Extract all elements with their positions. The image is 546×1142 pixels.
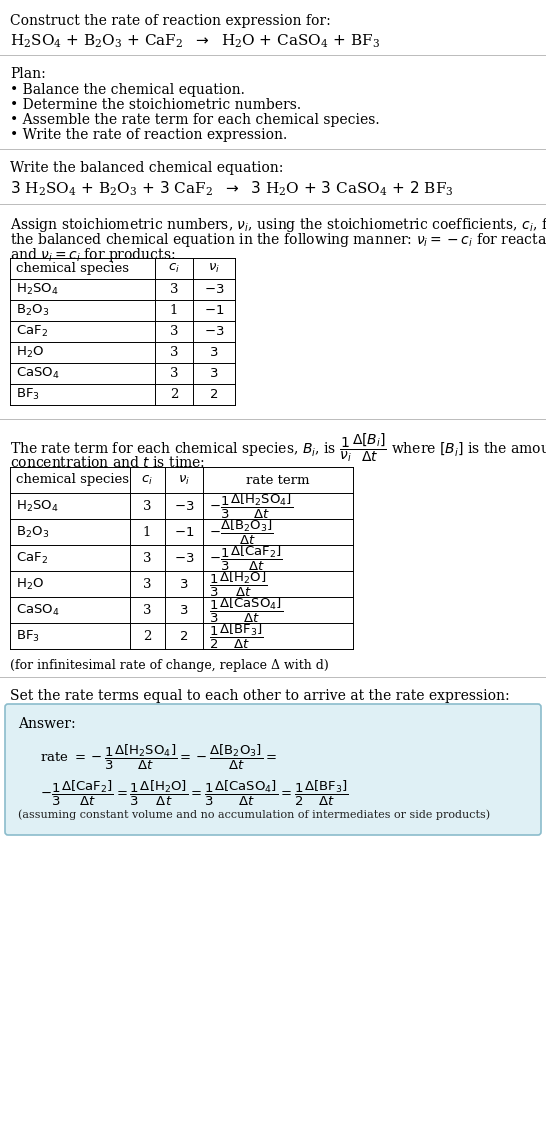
- Text: $-3$: $-3$: [204, 325, 224, 338]
- Text: • Assemble the rate term for each chemical species.: • Assemble the rate term for each chemic…: [10, 113, 379, 127]
- Text: (assuming constant volume and no accumulation of intermediates or side products): (assuming constant volume and no accumul…: [18, 809, 490, 820]
- Text: $-3$: $-3$: [204, 283, 224, 296]
- Text: 1: 1: [170, 304, 178, 317]
- Text: $\mathsf{CaSO_4}$: $\mathsf{CaSO_4}$: [16, 603, 60, 618]
- Text: $\mathsf{H_2O}$: $\mathsf{H_2O}$: [16, 345, 44, 360]
- Text: $-1$: $-1$: [174, 525, 194, 539]
- Text: chemical species: chemical species: [16, 262, 129, 275]
- Text: Answer:: Answer:: [18, 717, 76, 731]
- Text: $\dfrac{1}{3}\dfrac{\Delta[\mathsf{CaSO_4}]}{\Delta t}$: $\dfrac{1}{3}\dfrac{\Delta[\mathsf{CaSO_…: [209, 595, 283, 625]
- Text: $-1$: $-1$: [204, 304, 224, 317]
- Text: $\mathsf{CaSO_4}$: $\mathsf{CaSO_4}$: [16, 365, 60, 381]
- Text: Assign stoichiometric numbers, $\nu_i$, using the stoichiometric coefficients, $: Assign stoichiometric numbers, $\nu_i$, …: [10, 216, 546, 234]
- Text: 3: 3: [170, 367, 178, 380]
- Text: 3: 3: [143, 578, 151, 590]
- Text: $\mathsf{H_2SO_4}$: $\mathsf{H_2SO_4}$: [16, 282, 58, 297]
- Text: 3: 3: [170, 325, 178, 338]
- Text: $\mathsf{BF_3}$: $\mathsf{BF_3}$: [16, 387, 40, 402]
- Text: $\mathsf{B_2O_3}$: $\mathsf{B_2O_3}$: [16, 524, 49, 539]
- Text: rate $= -\dfrac{1}{3}\dfrac{\Delta[\mathsf{H_2SO_4}]}{\Delta t}= -\dfrac{\Delta[: rate $= -\dfrac{1}{3}\dfrac{\Delta[\math…: [40, 743, 277, 772]
- Text: concentration and $t$ is time:: concentration and $t$ is time:: [10, 455, 205, 471]
- Text: $\nu_i$: $\nu_i$: [208, 262, 220, 275]
- Text: $c_i$: $c_i$: [141, 474, 153, 486]
- Text: 2: 2: [170, 388, 178, 401]
- Text: $\mathsf{BF_3}$: $\mathsf{BF_3}$: [16, 628, 40, 644]
- Text: $\mathsf{CaF_2}$: $\mathsf{CaF_2}$: [16, 550, 48, 565]
- Text: $\nu_i$: $\nu_i$: [178, 474, 190, 486]
- Text: $\mathsf{H_2O}$: $\mathsf{H_2O}$: [16, 577, 44, 592]
- Text: 3: 3: [143, 603, 151, 617]
- Text: $3$: $3$: [179, 603, 189, 617]
- Text: $2$: $2$: [210, 388, 218, 401]
- Text: $-\dfrac{1}{3}\dfrac{\Delta[\mathsf{CaF_2}]}{\Delta t}$: $-\dfrac{1}{3}\dfrac{\Delta[\mathsf{CaF_…: [209, 544, 283, 572]
- Text: $\mathsf{CaF_2}$: $\mathsf{CaF_2}$: [16, 324, 48, 339]
- Text: Set the rate terms equal to each other to arrive at the rate expression:: Set the rate terms equal to each other t…: [10, 689, 509, 703]
- Text: rate term: rate term: [246, 474, 310, 486]
- Text: 3: 3: [143, 552, 151, 564]
- Text: $3\ \mathregular{H_2SO_4}$ $+\ \mathregular{B_2O_3}$ $+\ 3\ \mathregular{CaF_2}$: $3\ \mathregular{H_2SO_4}$ $+\ \mathregu…: [10, 180, 454, 199]
- Text: chemical species: chemical species: [16, 474, 129, 486]
- Text: $2$: $2$: [180, 629, 188, 643]
- Text: • Write the rate of reaction expression.: • Write the rate of reaction expression.: [10, 128, 287, 142]
- Text: 2: 2: [143, 629, 151, 643]
- Text: $-\dfrac{\Delta[\mathsf{B_2O_3}]}{\Delta t}$: $-\dfrac{\Delta[\mathsf{B_2O_3}]}{\Delta…: [209, 517, 274, 547]
- Text: $-\dfrac{1}{3}\dfrac{\Delta[\mathsf{H_2SO_4}]}{\Delta t}$: $-\dfrac{1}{3}\dfrac{\Delta[\mathsf{H_2S…: [209, 491, 293, 521]
- Text: 1: 1: [143, 525, 151, 539]
- Text: Write the balanced chemical equation:: Write the balanced chemical equation:: [10, 161, 283, 175]
- FancyBboxPatch shape: [5, 703, 541, 835]
- Text: • Balance the chemical equation.: • Balance the chemical equation.: [10, 83, 245, 97]
- Text: The rate term for each chemical species, $B_i$, is $\dfrac{1}{\nu_i}\dfrac{\Delt: The rate term for each chemical species,…: [10, 431, 546, 464]
- Text: $-\dfrac{1}{3}\dfrac{\Delta[\mathsf{CaF_2}]}{\Delta t}= \dfrac{1}{3}\dfrac{\Delt: $-\dfrac{1}{3}\dfrac{\Delta[\mathsf{CaF_…: [40, 779, 348, 809]
- Text: and $\nu_i = c_i$ for products:: and $\nu_i = c_i$ for products:: [10, 246, 175, 264]
- Text: $\dfrac{1}{2}\dfrac{\Delta[\mathsf{BF_3}]}{\Delta t}$: $\dfrac{1}{2}\dfrac{\Delta[\mathsf{BF_3}…: [209, 621, 264, 651]
- Text: Construct the rate of reaction expression for:: Construct the rate of reaction expressio…: [10, 14, 331, 29]
- Text: $c_i$: $c_i$: [168, 262, 180, 275]
- Text: (for infinitesimal rate of change, replace Δ with d): (for infinitesimal rate of change, repla…: [10, 659, 329, 671]
- Text: $\mathregular{H_2SO_4}$ $+$ $\mathregular{B_2O_3}$ $+$ $\mathregular{CaF_2}$  $\: $\mathregular{H_2SO_4}$ $+$ $\mathregula…: [10, 33, 380, 50]
- Text: $3$: $3$: [209, 346, 219, 359]
- Text: 3: 3: [170, 346, 178, 359]
- Text: $3$: $3$: [209, 367, 219, 380]
- Text: 3: 3: [170, 283, 178, 296]
- Text: Plan:: Plan:: [10, 67, 46, 81]
- Text: $\mathsf{B_2O_3}$: $\mathsf{B_2O_3}$: [16, 303, 49, 319]
- Text: • Determine the stoichiometric numbers.: • Determine the stoichiometric numbers.: [10, 98, 301, 112]
- Text: $\dfrac{1}{3}\dfrac{\Delta[\mathsf{H_2O}]}{\Delta t}$: $\dfrac{1}{3}\dfrac{\Delta[\mathsf{H_2O}…: [209, 570, 267, 598]
- Text: the balanced chemical equation in the following manner: $\nu_i = -c_i$ for react: the balanced chemical equation in the fo…: [10, 231, 546, 249]
- Text: $-3$: $-3$: [174, 499, 194, 513]
- Text: 3: 3: [143, 499, 151, 513]
- Text: $-3$: $-3$: [174, 552, 194, 564]
- Text: $\mathsf{H_2SO_4}$: $\mathsf{H_2SO_4}$: [16, 498, 58, 514]
- Text: $3$: $3$: [179, 578, 189, 590]
